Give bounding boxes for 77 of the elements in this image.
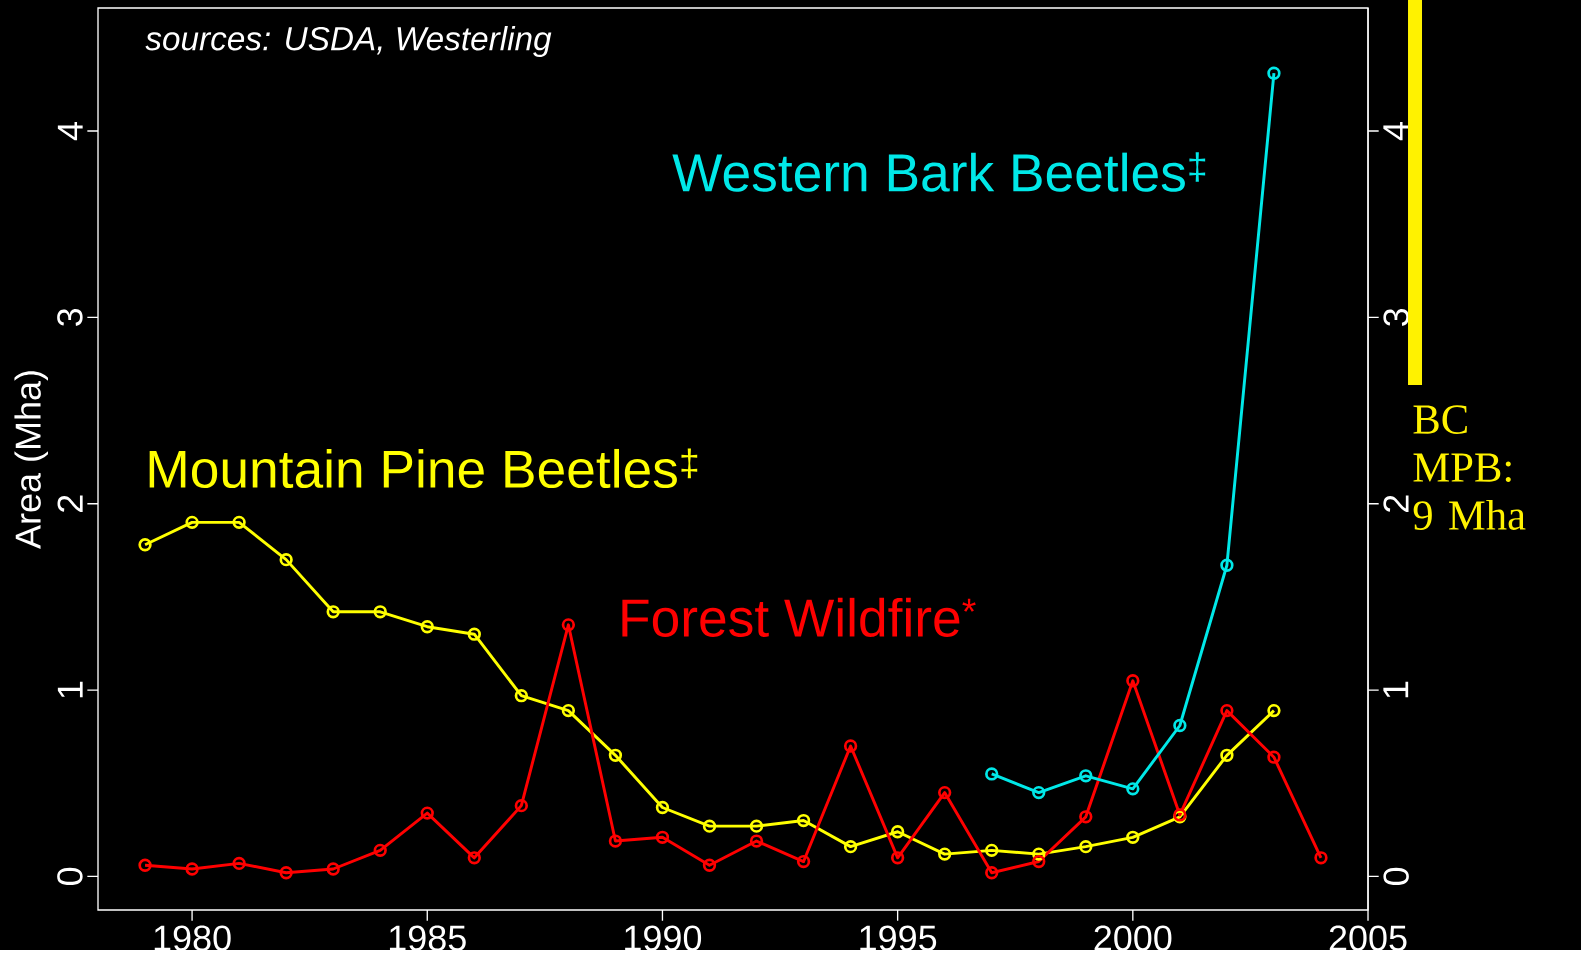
x-tick-label: 1980: [154, 925, 231, 951]
point: [796, 813, 811, 828]
y-tick-label: 2: [57, 495, 83, 512]
y-tick-label: 3: [57, 308, 83, 326]
point: [938, 785, 952, 800]
point: [467, 627, 481, 641]
point: [608, 748, 623, 762]
point: [185, 862, 199, 876]
x-tick-label: 2000: [1094, 925, 1172, 951]
point: [796, 854, 811, 869]
point: [467, 850, 481, 865]
point: [514, 688, 529, 703]
point: [138, 537, 152, 552]
point: [138, 858, 152, 872]
point: [702, 858, 717, 872]
point: [1079, 768, 1093, 783]
point: [985, 767, 999, 781]
point: [1032, 854, 1046, 869]
point: [985, 843, 999, 857]
point: [279, 552, 293, 567]
x-tick-label: 1985: [389, 925, 466, 951]
x-tick-label: 2005: [1329, 925, 1407, 951]
point: [373, 604, 387, 619]
point: [985, 865, 999, 880]
point: [1032, 785, 1046, 800]
series-label: Mountain Pine Beetles$^{‡}$: [149, 448, 698, 488]
point: [749, 834, 764, 848]
point: [279, 865, 293, 880]
point: [1267, 703, 1281, 718]
point: [1267, 750, 1281, 764]
y2-tick-label: 3: [1383, 308, 1409, 326]
point: [232, 856, 246, 870]
point: [1173, 718, 1187, 733]
point: [185, 515, 199, 529]
point: [373, 843, 387, 857]
point: [514, 798, 529, 813]
series-label: Western Bark Beetles$^{‡}$: [672, 152, 1206, 192]
point: [1079, 839, 1093, 854]
point: [702, 819, 717, 833]
point: [608, 834, 623, 848]
point: [1126, 673, 1140, 688]
point: [890, 850, 905, 865]
point: [655, 800, 670, 815]
point: [1267, 66, 1281, 80]
point: [232, 515, 246, 529]
point: [1126, 782, 1140, 796]
x-tick-label: 1990: [625, 925, 702, 951]
point: [938, 847, 952, 861]
point: [326, 604, 340, 619]
point: [1220, 558, 1234, 572]
y-axis-title: Area (Mha): [14, 371, 48, 549]
y2-tick-label: 4: [1383, 121, 1409, 141]
series-label: Forest Wildfire$^{*}$: [622, 597, 976, 637]
point: [1314, 850, 1328, 865]
annotation: sources: USDA, Westerling: [145, 25, 552, 57]
point: [749, 819, 764, 833]
point: [1126, 830, 1140, 844]
y-tick-label: 1: [57, 681, 83, 698]
y2-tick-label: 1: [1383, 681, 1409, 698]
x-tick-label: 1995: [860, 925, 937, 951]
point: [843, 739, 858, 753]
point: [420, 619, 434, 634]
point: [655, 830, 670, 844]
point: [561, 618, 576, 632]
text: BC MPB: 9 Mha: [1413, 405, 1526, 530]
y2-tick-label: 2: [1383, 495, 1409, 512]
point: [1220, 703, 1234, 718]
point: [1220, 748, 1234, 762]
point: [1079, 809, 1093, 824]
point: [420, 806, 434, 820]
y2-tick-label: 0: [1383, 867, 1409, 885]
point: [890, 824, 905, 839]
y-tick-label: 0: [57, 867, 83, 885]
point: [326, 862, 340, 876]
y-tick-label: 4: [57, 121, 83, 141]
point: [843, 839, 858, 854]
point: [561, 703, 576, 718]
